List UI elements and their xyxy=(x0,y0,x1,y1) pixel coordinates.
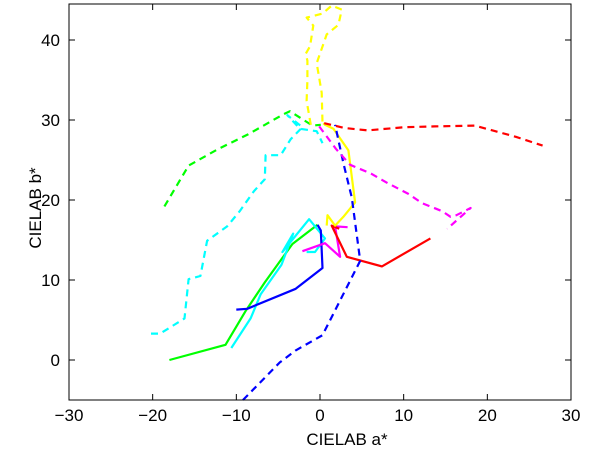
series-line-7-dashed xyxy=(151,114,324,335)
y-tick-label: 30 xyxy=(41,111,60,130)
y-tick-label: 0 xyxy=(51,351,60,370)
x-tick-label: 0 xyxy=(315,406,324,425)
plot-frame xyxy=(68,3,572,401)
x-tick-label: 20 xyxy=(478,406,497,425)
series-line-10-dashed xyxy=(323,122,543,147)
series-line-2-solid xyxy=(236,224,324,311)
y-tick-label: 10 xyxy=(41,271,60,290)
y-tick-label: 40 xyxy=(41,31,60,50)
y-axis-label: CIELAB b* xyxy=(26,167,45,249)
x-tick-label: 10 xyxy=(394,406,413,425)
series-line-1-solid xyxy=(230,218,327,349)
x-tick-label: −20 xyxy=(138,406,167,425)
series-layer xyxy=(151,4,543,401)
series-line-8-dashed xyxy=(242,124,362,401)
ticks-layer: −30 −20 −10 0 10 20 30 0 10 20 30 40 xyxy=(41,4,580,425)
x-tick-label: −10 xyxy=(222,406,251,425)
x-tick-label: −30 xyxy=(55,406,84,425)
x-axis-label: CIELAB a* xyxy=(306,430,388,449)
y-tick-label: 20 xyxy=(41,191,60,210)
series-line-4-solid xyxy=(330,224,431,268)
series-line-11-dashed xyxy=(304,4,343,125)
series-line-9-dashed xyxy=(318,125,472,230)
series-line-0-solid xyxy=(169,223,319,362)
series-line-6-dashed xyxy=(163,110,321,207)
series-line-3-solid xyxy=(302,225,348,258)
x-tick-label: 30 xyxy=(562,406,581,425)
series-line-5-solid xyxy=(322,122,357,227)
